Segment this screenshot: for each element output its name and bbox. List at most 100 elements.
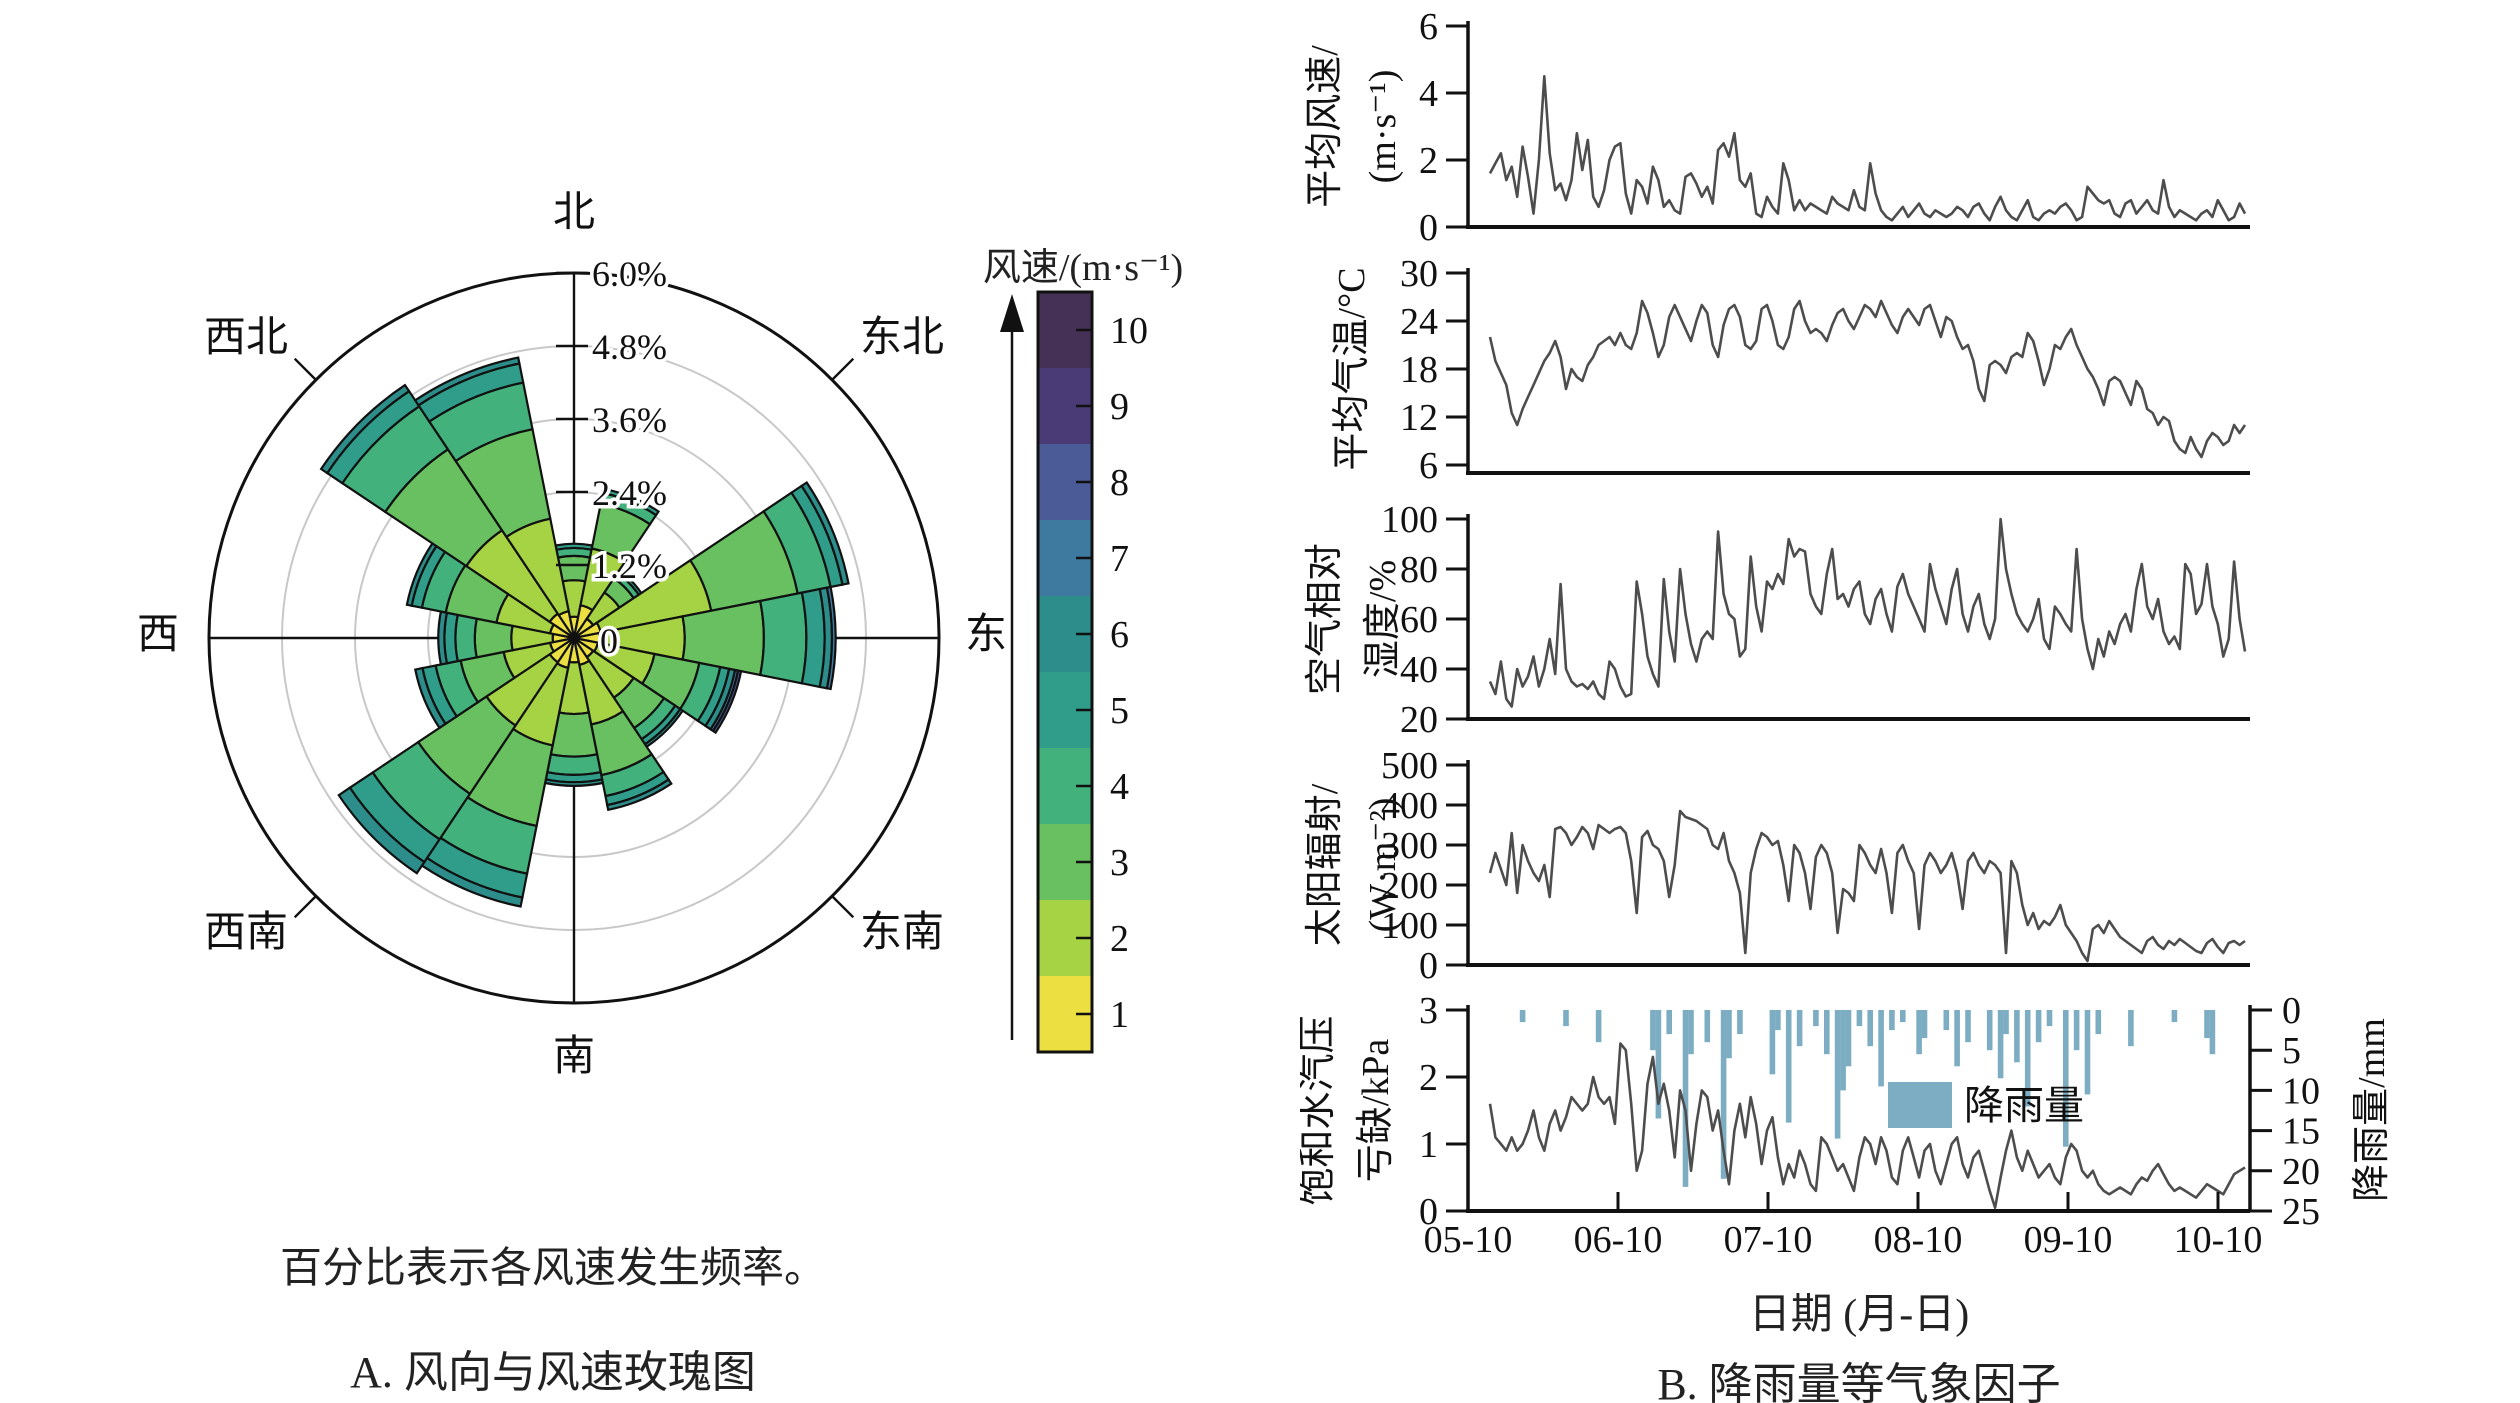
rose-diagonal-tick — [831, 895, 855, 919]
rose-diagonal-tick — [831, 357, 855, 381]
x-tick-label: 07-10 — [1724, 1219, 1813, 1261]
colorbar-tick-label: 9 — [1110, 386, 1129, 428]
rain-bar — [1845, 1010, 1852, 1067]
rain-bar — [1997, 1010, 2004, 1079]
x-tick-label: 06-10 — [1574, 1219, 1663, 1261]
rose-radial-tick-label: 3.6% — [592, 400, 667, 440]
y-axis-label: 湿度/% — [1362, 560, 1404, 678]
rain-bar — [1726, 1010, 1732, 1059]
air_temp-line — [1488, 299, 2247, 459]
rain-bar — [1785, 1010, 1792, 1123]
colorbar-tick-label: 7 — [1110, 538, 1129, 580]
legend-swatch — [1888, 1082, 1952, 1128]
rose-petal-ese — [573, 636, 743, 735]
x-tick-label: 08-10 — [1874, 1219, 1963, 1261]
wind-rose-note: 百分比表示各风速发生频率。 — [279, 1246, 826, 1292]
rain-bar — [1737, 1010, 1743, 1035]
rain-bar — [2035, 1010, 2042, 1043]
rain-bar — [1813, 1010, 1819, 1027]
wind_speed-line — [1488, 75, 2247, 222]
rain-tick-label: 10 — [2282, 1070, 2320, 1112]
y-tick-label: 20 — [1400, 699, 1438, 741]
rose-petal-segment — [414, 666, 448, 730]
rose-petal-e — [573, 585, 837, 691]
rain-bar — [2204, 1010, 2210, 1039]
direction-label: 北 — [553, 190, 595, 236]
panel-a-caption: A. 风向与风速玫瑰图 — [350, 1348, 756, 1397]
y-tick-label: 300 — [1381, 825, 1438, 867]
rain-bar — [1682, 1010, 1689, 1187]
y-axis-label: 饱和水汽压 — [1300, 1015, 1339, 1205]
direction-label: 东 — [965, 611, 1007, 658]
y-tick-label: 24 — [1400, 301, 1438, 343]
rose-radial-zero-label: 0 — [600, 621, 618, 661]
colorbar-tick-label: 3 — [1110, 842, 1129, 884]
x-tick-label: 10-10 — [2174, 1219, 2263, 1261]
rain-bar — [1943, 1010, 1950, 1031]
rose-petal-segment — [554, 542, 594, 551]
colorbar-tick-label: 10 — [1110, 310, 1148, 352]
rainfall-bars — [1519, 1010, 2216, 1187]
rain-bar — [1900, 1010, 1906, 1023]
wind-rose-petals — [319, 356, 850, 908]
x-tick-label: 05-10 — [1424, 1219, 1513, 1261]
x-tick-label: 09-10 — [2024, 1219, 2113, 1261]
up-arrow-icon — [1000, 294, 1024, 1040]
direction-label: 东南 — [860, 909, 944, 956]
panel-b-caption: B. 降雨量等气象因子 — [1657, 1360, 2061, 1403]
rose-petal-segment — [319, 383, 411, 475]
rain-bar — [2046, 1010, 2053, 1027]
rose-petal-wnw — [405, 541, 575, 640]
rose-petal-segment — [711, 669, 743, 735]
rose-radial-tick-label: 1.2% — [592, 546, 667, 586]
y-axis-label: (W·m⁻²) — [1362, 798, 1404, 933]
rain-bar — [1796, 1010, 1803, 1047]
direction-label: 南 — [553, 1034, 595, 1080]
colorbar-title: 风速/(m·s⁻¹) — [982, 247, 1184, 289]
rain-bar — [1519, 1010, 1526, 1023]
rain-bar — [1666, 1010, 1672, 1035]
rose-petal-segment — [454, 613, 478, 663]
rain-bar — [2095, 1010, 2102, 1035]
subplot-wind_speed: 6 4 2 0 平均风速/ (m·s⁻¹) — [1304, 6, 2250, 249]
rose-diagonal-tick — [293, 357, 317, 381]
y-tick-label: 6 — [1419, 6, 1438, 48]
vpd-line — [1488, 1042, 2246, 1209]
rain-bar — [1775, 1010, 1781, 1031]
y-axis-label: 亏缺/kPa — [1355, 1039, 1397, 1183]
y-tick-label: 500 — [1381, 745, 1438, 787]
rain-bar — [1878, 1010, 1884, 1087]
rain-bar — [1840, 1010, 1846, 1091]
legend-label: 降雨量 — [1964, 1083, 2084, 1128]
rain-bar — [2209, 1010, 2216, 1055]
y-tick-label: 200 — [1381, 865, 1438, 907]
y-tick-label: 0 — [1419, 207, 1438, 249]
rose-petal-sse — [572, 637, 673, 812]
colorbar-tick-label: 2 — [1110, 918, 1129, 960]
rainfall-legend: 降雨量 — [1888, 1082, 2084, 1128]
rain-tick-label: 15 — [2282, 1111, 2320, 1153]
y-tick-label: 100 — [1381, 499, 1438, 541]
rose-radial-tick-label: 6.0% — [592, 254, 667, 294]
y-tick-label: 18 — [1400, 349, 1438, 391]
y-axis-label: (m·s⁻¹) — [1362, 70, 1404, 184]
rose-diagonal-tick — [293, 895, 317, 919]
rain-tick-label: 25 — [2282, 1191, 2320, 1233]
solar_radiation-line — [1488, 809, 2246, 963]
rain-bar — [1834, 1010, 1841, 1139]
rose-petal-sw — [337, 637, 575, 875]
rose-radial-ticks: 1.2% 2.4% 3.6% 4.8% 6.0% 0 — [556, 251, 671, 665]
rose-petal-segment — [546, 753, 602, 776]
rain-bar — [1650, 1010, 1656, 1051]
subplot-rel_humidity: 100 80 60 40 20 空气相对 湿度/% — [1304, 499, 2250, 741]
y-axis-label: 平均风速/ — [1304, 45, 1346, 208]
y-tick-label: 2 — [1419, 1057, 1438, 1099]
x-axis-title: 日期 (月-日) — [1748, 1292, 1970, 1338]
rose-petal-segment — [601, 487, 661, 517]
y-tick-label: 3 — [1419, 990, 1438, 1032]
wind-speed-colorbar: 1 2 3 4 5 6 7 8 9 10 — [1036, 290, 1148, 1054]
